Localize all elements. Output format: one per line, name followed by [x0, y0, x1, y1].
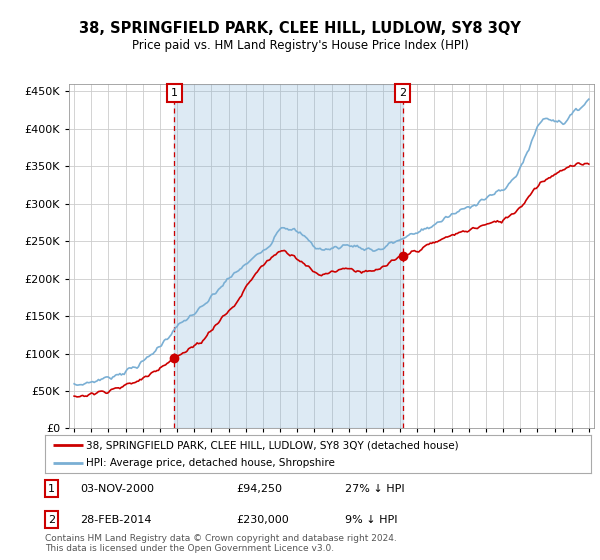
- Text: 9% ↓ HPI: 9% ↓ HPI: [346, 515, 398, 525]
- Text: £94,250: £94,250: [236, 484, 282, 494]
- Text: 27% ↓ HPI: 27% ↓ HPI: [346, 484, 405, 494]
- Text: Price paid vs. HM Land Registry's House Price Index (HPI): Price paid vs. HM Land Registry's House …: [131, 39, 469, 52]
- Text: £230,000: £230,000: [236, 515, 289, 525]
- Bar: [175, 84, 403, 428]
- Text: 1: 1: [171, 88, 178, 98]
- Text: 38, SPRINGFIELD PARK, CLEE HILL, LUDLOW, SY8 3QY (detached house): 38, SPRINGFIELD PARK, CLEE HILL, LUDLOW,…: [86, 440, 458, 450]
- Text: 38, SPRINGFIELD PARK, CLEE HILL, LUDLOW, SY8 3QY: 38, SPRINGFIELD PARK, CLEE HILL, LUDLOW,…: [79, 21, 521, 36]
- Text: 1: 1: [48, 484, 55, 494]
- Text: 2: 2: [400, 88, 406, 98]
- Text: 28-FEB-2014: 28-FEB-2014: [80, 515, 152, 525]
- Text: 03-NOV-2000: 03-NOV-2000: [80, 484, 154, 494]
- Text: 2: 2: [48, 515, 55, 525]
- Text: Contains HM Land Registry data © Crown copyright and database right 2024.
This d: Contains HM Land Registry data © Crown c…: [45, 534, 397, 553]
- Text: HPI: Average price, detached house, Shropshire: HPI: Average price, detached house, Shro…: [86, 458, 335, 468]
